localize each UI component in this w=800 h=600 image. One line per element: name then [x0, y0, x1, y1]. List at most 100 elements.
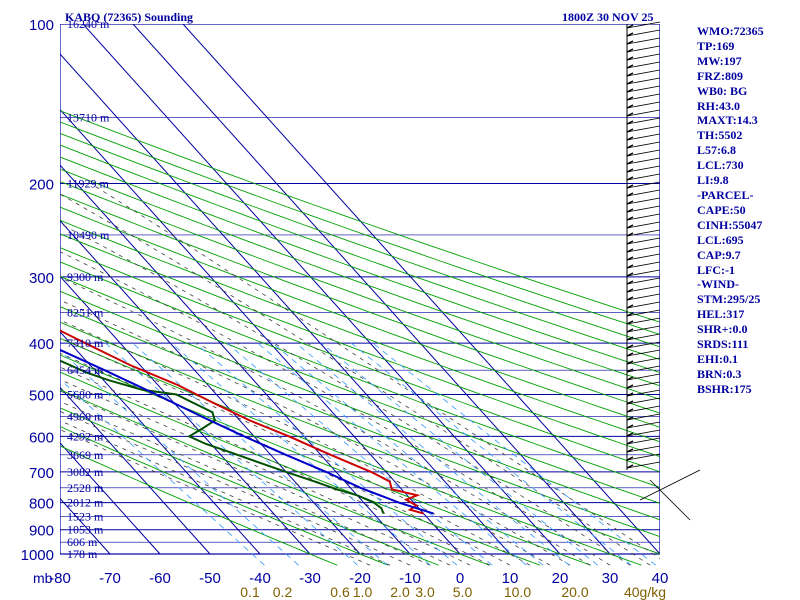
- wind-barb-flag: [626, 264, 634, 269]
- wind-barb: [626, 445, 661, 453]
- height-label: 606 m: [67, 535, 98, 549]
- pressure-tick-label: 100: [29, 17, 54, 34]
- wind-barb: [626, 389, 661, 397]
- wind-barb-flag: [626, 368, 634, 373]
- height-label: 2012 m: [67, 496, 104, 510]
- wind-barb: [626, 253, 661, 261]
- wind-barb-flag: [626, 40, 634, 45]
- temperature-tick-label: 20: [552, 570, 569, 587]
- index-item: SHR+:0.0: [697, 322, 748, 337]
- dry-adiabat: [60, 337, 642, 566]
- temperature-tick-label: -70: [99, 570, 121, 587]
- plot-frame: [60, 24, 660, 555]
- wind-barb: [626, 53, 661, 61]
- wind-barb: [626, 21, 661, 29]
- wind-barb-flag: [626, 232, 634, 237]
- height-label: 13710 m: [67, 110, 110, 124]
- wind-barb: [626, 437, 661, 445]
- moist-adiabat: [60, 429, 371, 566]
- wind-barb: [626, 293, 661, 301]
- wind-barb: [626, 357, 661, 365]
- mixing-ratio-label: 1.0: [353, 584, 373, 600]
- series-temperature: [60, 329, 424, 515]
- wind-barb-flag: [626, 88, 634, 93]
- wind-barb: [626, 165, 661, 173]
- wind-barb: [626, 277, 661, 285]
- wind-barb: [626, 373, 661, 381]
- dry-adiabat: [60, 261, 660, 488]
- wind-barb: [626, 45, 661, 53]
- moist-adiabat: [60, 420, 391, 566]
- wind-barb-flag: [626, 96, 634, 101]
- wind-barb-flag: [626, 384, 634, 389]
- wind-barb: [626, 101, 661, 109]
- wind-barb: [649, 479, 691, 521]
- mixing-ratio-line: [105, 342, 358, 566]
- wind-barb: [626, 381, 661, 389]
- wind-barb-flag: [626, 400, 634, 405]
- height-label: 11929 m: [67, 177, 110, 191]
- pressure-tick-label: 300: [29, 270, 54, 287]
- wind-barb: [626, 125, 661, 133]
- wind-barb-flag: [626, 120, 634, 125]
- wind-barb: [626, 229, 661, 237]
- mixing-ratio-label: 3.0: [415, 584, 435, 600]
- wind-barb-flag: [626, 208, 634, 213]
- wind-barb: [626, 85, 661, 93]
- grid-layer: [60, 24, 660, 566]
- pressure-tick-label: 600: [29, 429, 54, 446]
- index-item: BRN:0.3: [697, 366, 742, 381]
- dry-adiabat: [60, 206, 660, 428]
- dry-adiabat: [60, 290, 660, 521]
- wind-barb: [626, 341, 661, 349]
- dry-adiabat: [60, 180, 660, 400]
- temperature-tick-label: 30: [602, 570, 619, 587]
- chart-title: KABQ (72365) Sounding: [65, 10, 193, 24]
- height-label: 5680 m: [67, 387, 104, 401]
- mixing-ratio-label: 10.0: [504, 584, 531, 600]
- moist-adiabat: [60, 337, 531, 566]
- wind-barb: [626, 61, 661, 69]
- wind-barb: [626, 325, 661, 333]
- temperature-tick-label: -50: [199, 570, 221, 587]
- height-label: 7310 m: [67, 336, 104, 350]
- wind-barb-flag: [626, 240, 634, 245]
- height-label: 1053 m: [67, 523, 104, 537]
- temperature-tick-label: 0: [456, 570, 464, 587]
- chart-datetime: 1800Z 30 NOV 25: [562, 10, 653, 24]
- wind-barb: [626, 261, 661, 269]
- mixing-ratio-line: [195, 342, 458, 566]
- dry-adiabat: [60, 233, 660, 458]
- height-label: 16240 m: [67, 17, 110, 31]
- dry-adiabat: [60, 121, 660, 335]
- wind-barb-flag: [626, 104, 634, 109]
- height-label: 178 m: [67, 547, 98, 561]
- isotherm: [60, 386, 211, 555]
- isotherm: [60, 442, 161, 555]
- isotherm: [60, 275, 311, 555]
- wind-barb-flag: [626, 216, 634, 221]
- wind-barb: [626, 205, 661, 213]
- wind-barb-flag: [626, 328, 634, 333]
- wind-barb-flag: [626, 312, 634, 317]
- dry-adiabat: [60, 156, 660, 374]
- pressure-tick-label: 500: [29, 387, 54, 404]
- wind-barb-flag: [626, 424, 634, 429]
- moist-adiabat: [60, 319, 551, 566]
- moist-adiabat: [60, 251, 611, 566]
- index-item: HEL:317: [697, 307, 745, 322]
- dry-adiabat: [60, 407, 439, 566]
- wind-barb: [626, 29, 661, 37]
- index-item: CAP:9.7: [697, 247, 741, 262]
- pressure-tick-label: 400: [29, 336, 54, 353]
- wind-barb-flag: [626, 248, 634, 253]
- mixing-ratio-line: [295, 342, 570, 566]
- isotherm: [60, 331, 261, 555]
- wind-barb: [626, 213, 661, 221]
- wind-barb: [626, 37, 661, 45]
- wind-barb-flag: [626, 272, 634, 277]
- wind-barb-flag: [626, 64, 634, 69]
- mixing-ratio-label: 5.0: [453, 584, 473, 600]
- wind-barb-flag: [626, 288, 634, 293]
